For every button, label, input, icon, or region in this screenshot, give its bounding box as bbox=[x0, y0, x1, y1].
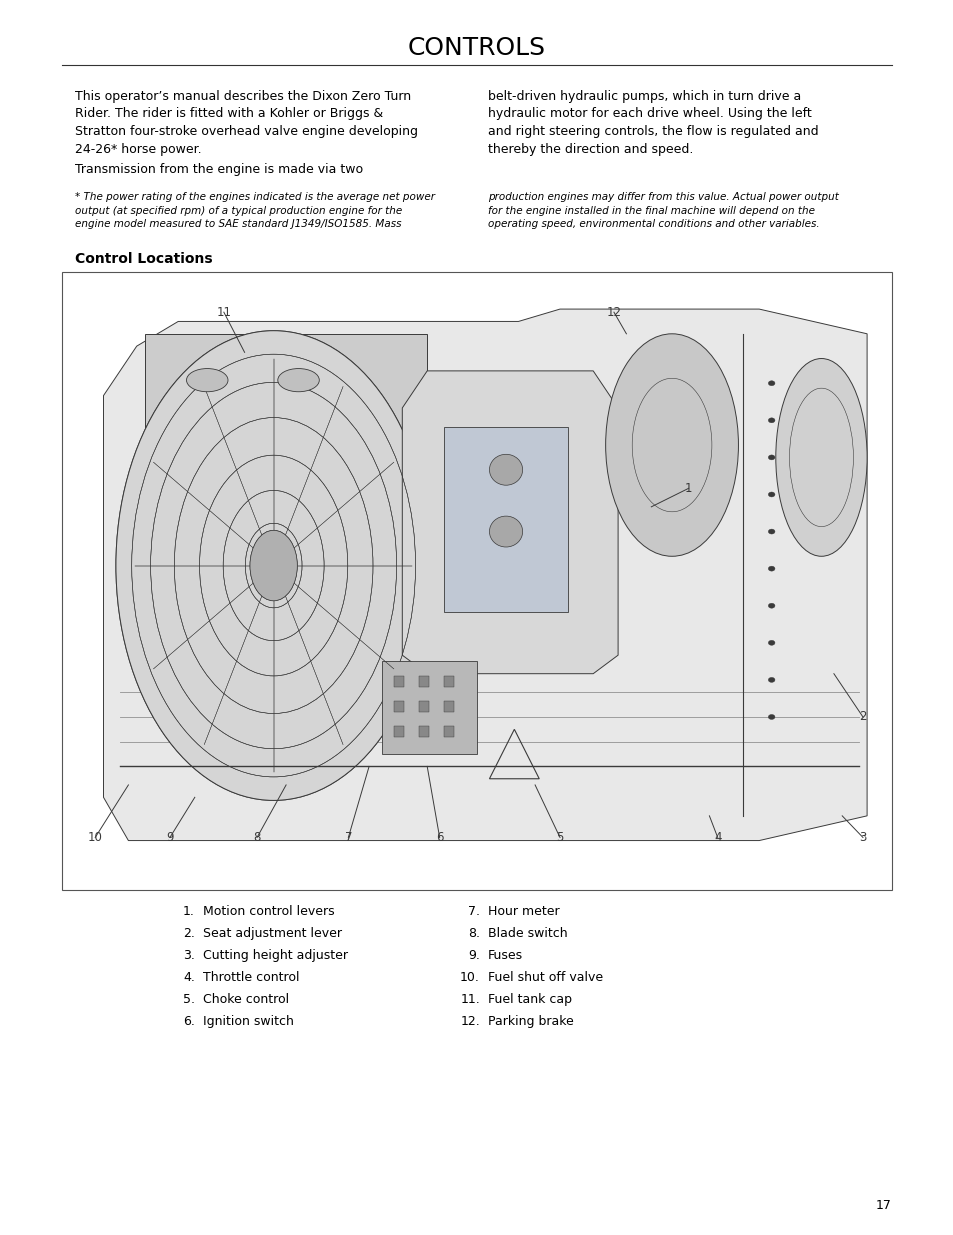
Bar bbox=[394, 726, 403, 737]
Text: 6.: 6. bbox=[183, 1015, 194, 1028]
Text: 10: 10 bbox=[88, 831, 103, 844]
Text: 12: 12 bbox=[606, 306, 620, 319]
Ellipse shape bbox=[775, 358, 866, 556]
Bar bbox=[62, 272, 891, 890]
Bar bbox=[443, 677, 454, 688]
Text: 17: 17 bbox=[875, 1199, 891, 1212]
Text: 2: 2 bbox=[859, 710, 865, 724]
Text: Transmission from the engine is made via two: Transmission from the engine is made via… bbox=[75, 163, 363, 177]
Text: 3.: 3. bbox=[183, 948, 194, 962]
Text: Fuses: Fuses bbox=[488, 948, 522, 962]
Text: 12.: 12. bbox=[459, 1015, 479, 1028]
Ellipse shape bbox=[767, 529, 774, 534]
Ellipse shape bbox=[116, 331, 431, 800]
Text: 1.: 1. bbox=[183, 905, 194, 918]
Text: Throttle control: Throttle control bbox=[203, 971, 299, 984]
Ellipse shape bbox=[767, 417, 774, 422]
Bar bbox=[394, 701, 403, 713]
Bar bbox=[418, 677, 429, 688]
Text: 11.: 11. bbox=[459, 993, 479, 1007]
Text: 11: 11 bbox=[216, 306, 232, 319]
Text: Control Locations: Control Locations bbox=[75, 252, 213, 266]
Text: 4: 4 bbox=[713, 831, 720, 844]
Ellipse shape bbox=[250, 530, 297, 600]
Bar bbox=[443, 701, 454, 713]
Bar bbox=[443, 726, 454, 737]
Text: * The power rating of the engines indicated is the average net power
output (at : * The power rating of the engines indica… bbox=[75, 191, 435, 230]
Bar bbox=[418, 726, 429, 737]
Ellipse shape bbox=[767, 603, 774, 608]
Text: Hour meter: Hour meter bbox=[488, 905, 559, 918]
Text: production engines may differ from this value. Actual power output
for the engin: production engines may differ from this … bbox=[488, 191, 838, 230]
Text: 6: 6 bbox=[436, 831, 443, 844]
Ellipse shape bbox=[767, 678, 774, 683]
Text: 8.: 8. bbox=[468, 927, 479, 940]
Bar bbox=[145, 333, 427, 655]
Text: Seat adjustment lever: Seat adjustment lever bbox=[203, 927, 341, 940]
Text: Fuel tank cap: Fuel tank cap bbox=[488, 993, 572, 1007]
Text: CONTROLS: CONTROLS bbox=[408, 36, 545, 61]
Text: belt-driven hydraulic pumps, which in turn drive a
hydraulic motor for each driv: belt-driven hydraulic pumps, which in tu… bbox=[488, 90, 818, 156]
Text: 7.: 7. bbox=[468, 905, 479, 918]
Ellipse shape bbox=[605, 333, 738, 556]
Polygon shape bbox=[402, 370, 618, 674]
Text: 2.: 2. bbox=[183, 927, 194, 940]
Ellipse shape bbox=[767, 492, 774, 496]
Text: 5: 5 bbox=[556, 831, 563, 844]
Bar bbox=[394, 677, 403, 688]
Text: Blade switch: Blade switch bbox=[488, 927, 567, 940]
Text: Parking brake: Parking brake bbox=[488, 1015, 573, 1028]
Ellipse shape bbox=[767, 380, 774, 385]
Ellipse shape bbox=[767, 454, 774, 459]
Bar bbox=[381, 661, 476, 755]
Text: 4.: 4. bbox=[183, 971, 194, 984]
Ellipse shape bbox=[186, 368, 228, 391]
Text: 8: 8 bbox=[253, 831, 260, 844]
Text: 9.: 9. bbox=[468, 948, 479, 962]
Ellipse shape bbox=[489, 454, 522, 485]
Ellipse shape bbox=[767, 566, 774, 571]
Text: This operator’s manual describes the Dixon Zero Turn
Rider. The rider is fitted : This operator’s manual describes the Dix… bbox=[75, 90, 417, 156]
Polygon shape bbox=[443, 426, 568, 611]
Text: Motion control levers: Motion control levers bbox=[203, 905, 335, 918]
Ellipse shape bbox=[489, 516, 522, 547]
Ellipse shape bbox=[277, 368, 319, 391]
Bar bbox=[418, 701, 429, 713]
Text: Choke control: Choke control bbox=[203, 993, 289, 1007]
Text: Fuel shut off valve: Fuel shut off valve bbox=[488, 971, 602, 984]
Text: Cutting height adjuster: Cutting height adjuster bbox=[203, 948, 348, 962]
Ellipse shape bbox=[767, 715, 774, 720]
Ellipse shape bbox=[116, 331, 431, 800]
Text: Ignition switch: Ignition switch bbox=[203, 1015, 294, 1028]
Ellipse shape bbox=[767, 640, 774, 645]
Polygon shape bbox=[103, 309, 866, 841]
Text: 10.: 10. bbox=[459, 971, 479, 984]
Text: 9: 9 bbox=[166, 831, 173, 844]
Text: 5.: 5. bbox=[183, 993, 194, 1007]
Text: 3: 3 bbox=[859, 831, 865, 844]
Text: 1: 1 bbox=[684, 482, 692, 495]
Ellipse shape bbox=[250, 530, 297, 600]
Text: 7: 7 bbox=[344, 831, 352, 844]
